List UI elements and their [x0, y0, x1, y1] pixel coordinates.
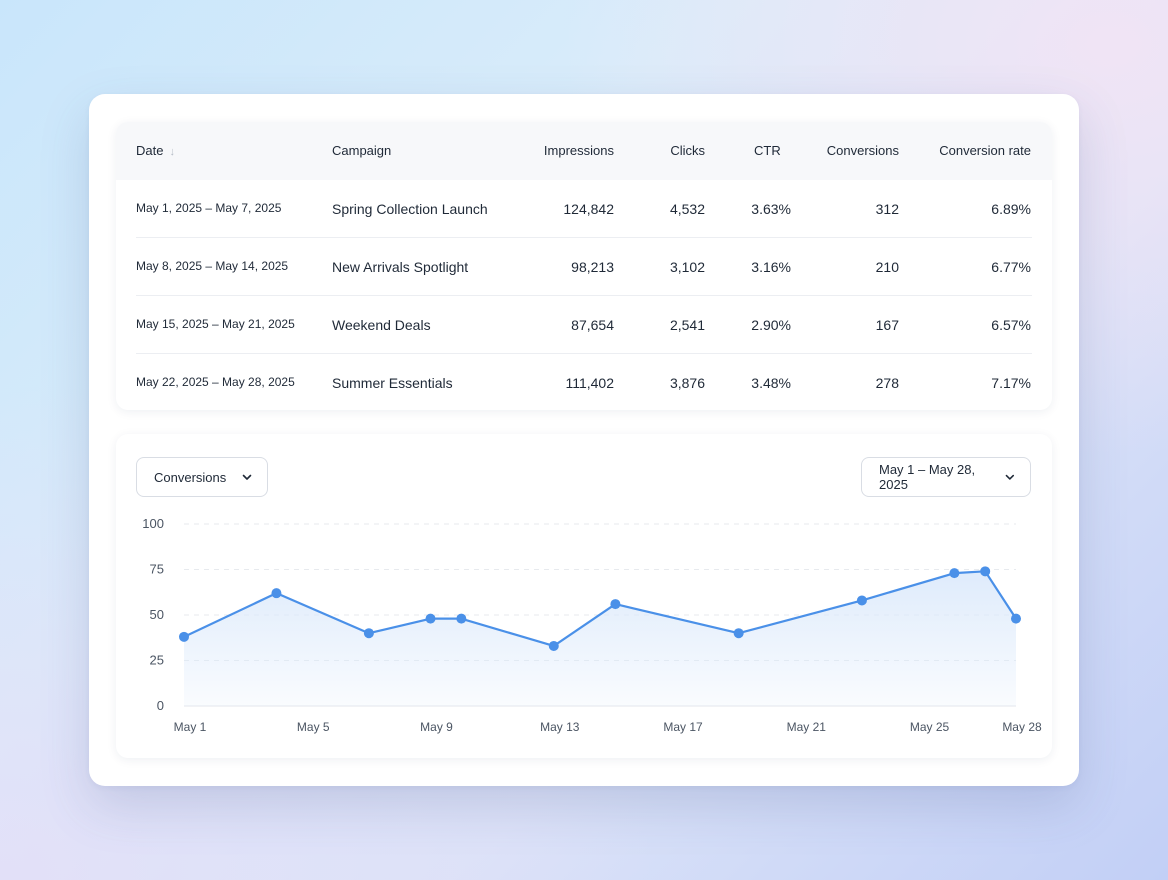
data-point[interactable] — [179, 631, 189, 642]
data-point[interactable] — [1011, 613, 1021, 624]
date-range-select[interactable]: May 1 – May 28, 2025 — [861, 457, 1031, 497]
column-header-conversions[interactable]: Conversions — [826, 143, 899, 158]
row-divider — [136, 237, 1032, 238]
column-header-campaign[interactable]: Campaign — [332, 143, 392, 158]
column-header-conversion-rate[interactable]: Conversion rate — [939, 143, 1031, 158]
y-tick-label: 100 — [142, 516, 164, 531]
row-ctr: 3.48% — [751, 375, 791, 391]
data-point[interactable] — [548, 640, 559, 651]
data-point[interactable] — [980, 566, 991, 577]
column-label-date: Date — [136, 143, 164, 158]
row-impressions: 87,654 — [571, 317, 614, 333]
data-point[interactable] — [949, 568, 960, 579]
campaign-table: Date ↓ Campaign Impressions Clicks CTR Co… — [116, 122, 1052, 410]
column-header-ctr[interactable]: CTR — [754, 143, 781, 158]
data-point[interactable] — [733, 628, 744, 639]
row-campaign: Spring Collection Launch — [332, 201, 488, 217]
row-conversions: 167 — [875, 317, 899, 333]
row-campaign: Summer Essentials — [332, 375, 453, 391]
table-row[interactable]: May 8, 2025 – May 14, 2025 New Arrivals … — [116, 238, 1052, 296]
x-tick-label: May 25 — [910, 720, 950, 734]
table-row[interactable]: May 1, 2025 – May 7, 2025 Spring Collect… — [116, 180, 1052, 238]
column-header-date[interactable]: Date ↓ — [136, 143, 175, 158]
chart-card: Conversions May 1 – May 28, 2025 0 25 50 75… — [116, 434, 1052, 758]
table-row[interactable]: May 22, 2025 – May 28, 2025 Summer Essen… — [116, 354, 1052, 410]
y-tick-label: 25 — [150, 653, 164, 668]
dashboard-panel: Date ↓ Campaign Impressions Clicks CTR Co… — [89, 94, 1079, 786]
chevron-down-icon — [1005, 474, 1015, 480]
row-ctr: 3.16% — [751, 259, 791, 275]
row-date: May 8, 2025 – May 14, 2025 — [136, 259, 289, 273]
data-point[interactable] — [271, 588, 282, 599]
row-clicks: 4,532 — [669, 201, 705, 217]
row-conversion-rate: 6.89% — [991, 201, 1031, 217]
column-header-clicks[interactable]: Clicks — [670, 143, 705, 158]
row-clicks: 3,102 — [669, 259, 705, 275]
y-tick-label: 75 — [150, 562, 164, 577]
data-point[interactable] — [425, 613, 436, 624]
metric-select-label: Conversions — [154, 469, 227, 485]
row-ctr: 2.90% — [751, 317, 791, 333]
row-conversion-rate: 6.57% — [991, 317, 1031, 333]
table-header: Date ↓ Campaign Impressions Clicks CTR Co… — [116, 122, 1052, 180]
conversions-chart: 0 25 50 75 100 May 1 May 5 May 9 May 13 May 17 May… — [142, 516, 1042, 734]
series-area — [184, 571, 1016, 706]
row-date: May 22, 2025 – May 28, 2025 — [136, 375, 295, 389]
y-tick-label: 50 — [150, 607, 164, 622]
row-conversions: 312 — [875, 201, 899, 217]
row-impressions: 124,842 — [563, 201, 614, 217]
row-date: May 15, 2025 – May 21, 2025 — [136, 317, 295, 331]
x-tick-label: May 13 — [540, 720, 580, 734]
row-ctr: 3.63% — [751, 201, 791, 217]
data-point[interactable] — [456, 613, 467, 624]
x-tick-label: May 21 — [787, 720, 827, 734]
row-conversion-rate: 6.77% — [991, 259, 1031, 275]
y-tick-label: 0 — [157, 698, 164, 713]
x-tick-label: May 9 — [420, 720, 453, 734]
row-date: May 1, 2025 – May 7, 2025 — [136, 201, 282, 215]
data-point[interactable] — [610, 599, 621, 610]
row-clicks: 3,876 — [669, 375, 705, 391]
row-conversions: 210 — [875, 259, 899, 275]
x-tick-label: May 1 — [174, 720, 207, 734]
column-header-impressions[interactable]: Impressions — [543, 143, 614, 158]
data-point[interactable] — [856, 595, 867, 606]
row-divider — [136, 353, 1032, 354]
metric-select[interactable]: Conversions — [136, 457, 268, 497]
row-conversion-rate: 7.17% — [991, 375, 1031, 391]
row-impressions: 98,213 — [571, 259, 614, 275]
row-conversions: 278 — [875, 375, 899, 391]
row-clicks: 2,541 — [669, 317, 705, 333]
row-impressions: 111,402 — [565, 375, 614, 391]
row-divider — [136, 295, 1032, 296]
x-tick-label: May 5 — [297, 720, 330, 734]
date-range-label: May 1 – May 28, 2025 — [879, 462, 976, 492]
chevron-down-icon — [242, 474, 252, 480]
arrow-down-icon[interactable]: ↓ — [169, 146, 175, 158]
series-line — [183, 570, 1017, 648]
table-row[interactable]: May 15, 2025 – May 21, 2025 Weekend Deal… — [116, 296, 1052, 354]
x-tick-label: May 28 — [1002, 720, 1042, 734]
data-point[interactable] — [363, 628, 374, 639]
row-campaign: New Arrivals Spotlight — [332, 259, 469, 275]
row-campaign: Weekend Deals — [332, 317, 431, 333]
x-tick-label: May 17 — [663, 720, 703, 734]
